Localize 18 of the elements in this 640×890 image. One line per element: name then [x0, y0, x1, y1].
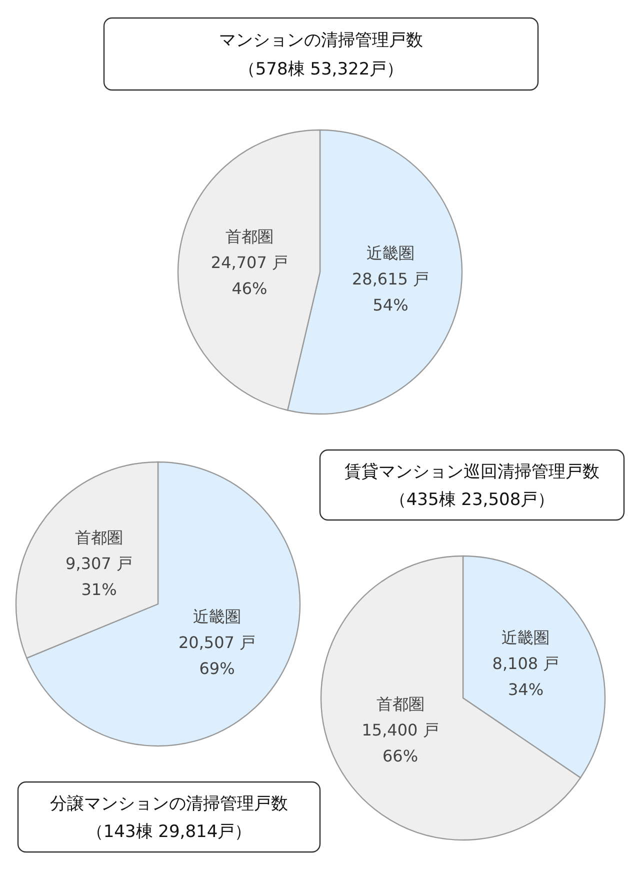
chart-title: 賃貸マンション巡回清掃管理戸数 — [344, 462, 600, 482]
text: （143棟 29,814戸） — [86, 822, 252, 842]
slice-label: 首都圏 — [376, 694, 424, 714]
slice-label: 近畿圏 — [192, 606, 241, 626]
slice-label: 首都圏 — [225, 227, 274, 246]
slice-label: 近畿圏 — [502, 628, 550, 648]
data-label: 20,507 戸 69% — [178, 632, 256, 678]
data-label: 15,400 戸 66% — [362, 720, 439, 766]
slice-label: 首都圏 — [75, 528, 124, 547]
data-label: 24,707 戸 46% — [210, 253, 288, 298]
chart-title: マンションの清掃管理戸数 — [219, 30, 423, 51]
chart-subtitle: （578棟 53,322戸） — [238, 59, 404, 80]
data-label: 8,108 戸 34% — [492, 654, 560, 700]
data-label: 9,307 戸 31% — [66, 554, 132, 599]
data-label: 28,615 戸 54% — [352, 270, 430, 315]
text: 分譲マンションの清掃管理戸数 — [50, 794, 288, 814]
chart-subtitle: （435棟 23,508戸） — [389, 490, 555, 510]
slice-label: 近畿圏 — [366, 244, 415, 263]
